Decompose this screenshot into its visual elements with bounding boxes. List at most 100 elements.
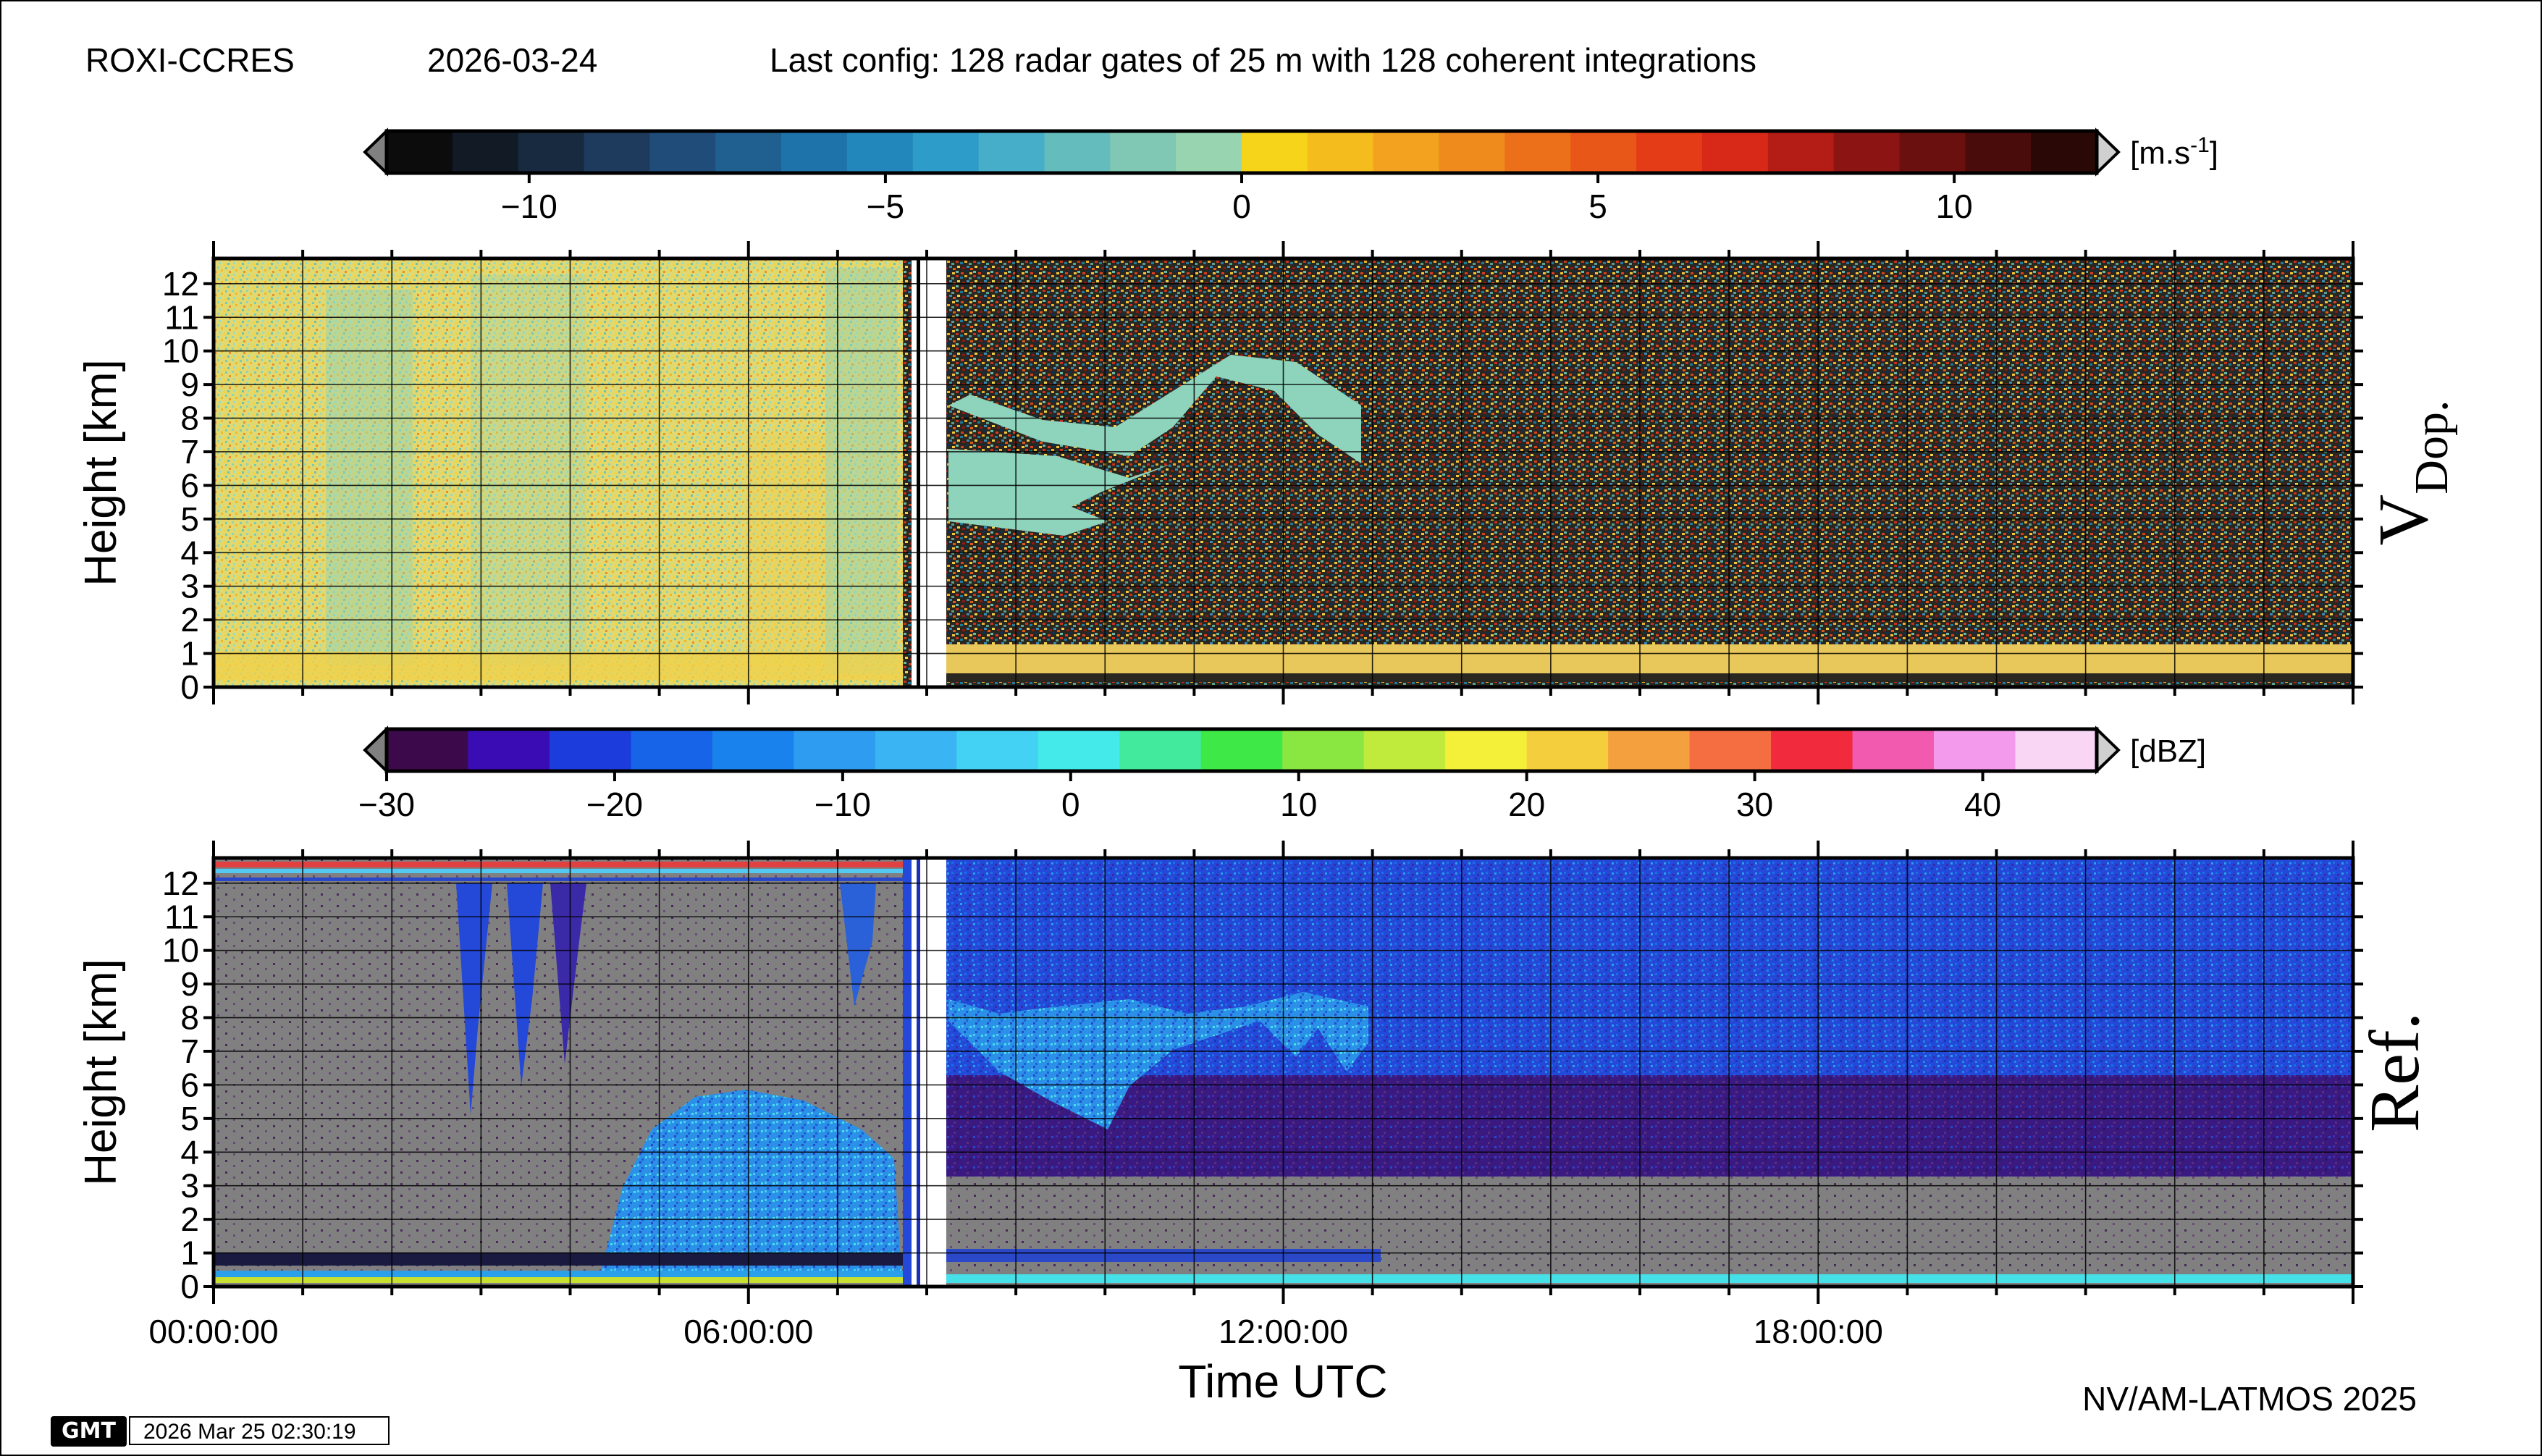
velocity-x-ticks (212, 241, 2354, 704)
reflectivity-colorbar-ticks: −30 −20 −10 0 10 20 30 40 (358, 771, 2001, 823)
colorbar-swatch (518, 131, 585, 173)
colorbar-swatch (631, 729, 713, 771)
colorbar-swatch (978, 131, 1045, 173)
reflectivity-grid (214, 858, 2353, 1287)
y-tick-label: 11 (164, 898, 199, 935)
gmt-timestamp: 2026 Mar 25 02:30:19 (129, 1416, 390, 1445)
reflectivity-ylabel: Height [km] (76, 959, 126, 1186)
colorbar-swatch (781, 131, 848, 173)
colorbar-tick-label: 0 (1061, 786, 1080, 823)
velocity-colorbar (363, 127, 2121, 177)
velocity-cloud-lower (948, 449, 1173, 536)
colorbar-swatch (1282, 729, 1365, 771)
colorbar-tick-label: 40 (1964, 786, 2001, 823)
colorbar-swatch (1934, 729, 2016, 771)
x-tick-label: 12:00:00 (1219, 1313, 1348, 1350)
colorbar-swatch (1852, 729, 1935, 771)
reflectivity-top-artifact (214, 878, 903, 881)
y-tick-label: 2 (180, 601, 199, 639)
velocity-weak-band (825, 268, 898, 673)
reflectivity-heatmap (214, 858, 2353, 1287)
velocity-surface-layer (946, 644, 2353, 673)
colorbar-swatch (794, 729, 876, 771)
colorbar-tick-label: 30 (1736, 786, 1773, 823)
colorbar-swatch (1701, 131, 1769, 173)
colorbar-swatch (846, 131, 914, 173)
colorbar-swatch (956, 729, 1039, 771)
colorbar-swatch (387, 729, 469, 771)
y-tick-label: 3 (180, 1167, 199, 1205)
velocity-noise-field (946, 258, 2353, 687)
reflectivity-unit-label: [dBZ] (2130, 733, 2206, 769)
colorbar-swatch (1445, 729, 1528, 771)
velocity-colorbar-ticks: −10 −5 0 5 10 (501, 173, 1973, 225)
colorbar-tick-label: −10 (501, 188, 557, 225)
y-tick-label: 2 (180, 1200, 199, 1238)
time-axis-label: Time UTC (1178, 1355, 1387, 1407)
reflectivity-top-artifact (214, 862, 903, 867)
reflectivity-colorbar (363, 725, 2121, 775)
velocity-downdraft-band (746, 434, 833, 666)
colorbar-tick-label: −30 (358, 786, 415, 823)
colorbar-low-arrow (363, 725, 388, 775)
reflectivity-noise-mid (946, 1075, 2353, 1177)
velocity-weak-band (471, 275, 586, 666)
reflectivity-fallstreak (840, 883, 876, 1006)
colorbar-swatch (1965, 131, 2032, 173)
y-tick-label: 11 (164, 298, 199, 336)
colorbar-tick-label: −20 (586, 786, 643, 823)
colorbar-swatch (1636, 131, 1703, 173)
colorbar-high-arrow (2095, 725, 2121, 775)
credit-label: NV/AM-LATMOS 2025 (2082, 1380, 2417, 1418)
colorbar-frame (384, 727, 2099, 773)
colorbar-swatch (2015, 729, 2097, 771)
colorbar-swatch (1570, 131, 1637, 173)
reflectivity-fallstreak (456, 883, 492, 1115)
colorbar-swatch (1363, 729, 1446, 771)
y-tick-label: 0 (180, 668, 199, 706)
colorbar-tick-label: 20 (1508, 786, 1545, 823)
y-tick-label: 8 (180, 400, 199, 437)
y-tick-label: 4 (180, 1133, 199, 1171)
velocity-unit-label: [m.s-1] (2130, 133, 2218, 171)
y-tick-label: 1 (180, 1234, 199, 1272)
colorbar-swatch (912, 131, 980, 173)
colorbar-swatch (1833, 131, 1901, 173)
velocity-early-field (214, 258, 903, 687)
colorbar-tick-label: 10 (1936, 188, 1973, 225)
y-tick-label: 7 (180, 1032, 199, 1070)
station-name: ROXI-CCRES (85, 41, 295, 79)
colorbar-swatch (1307, 131, 1374, 173)
colorbar-swatch (712, 729, 795, 771)
y-tick-label: 8 (180, 999, 199, 1037)
y-tick-label: 7 (180, 433, 199, 471)
colorbar-swatch (1608, 729, 1691, 771)
reflectivity-surface-echo (946, 1274, 2353, 1283)
colorbar-swatch (1439, 131, 1506, 173)
colorbar-tick-label: −5 (867, 188, 904, 225)
velocity-surface-edge (946, 673, 2353, 682)
velocity-boundary-layer (214, 652, 903, 681)
colorbar-swatch (715, 131, 782, 173)
y-tick-label: 4 (180, 534, 199, 571)
colorbar-swatch (1526, 729, 1609, 771)
y-tick-label: 12 (162, 265, 199, 303)
colorbar-swatch (549, 729, 632, 771)
y-tick-label: 0 (180, 1268, 199, 1305)
y-tick-label: 12 (162, 864, 199, 902)
y-tick-label: 10 (162, 332, 199, 370)
colorbar-swatch (584, 131, 651, 173)
colorbar-swatch (1242, 131, 1308, 173)
colorbar-swatch (875, 729, 958, 771)
colorbar-swatch (1044, 131, 1111, 173)
y-tick-label: 5 (180, 500, 199, 538)
config-label: Last config: 128 radar gates of 25 m wit… (770, 41, 1756, 79)
gmt-logo: GMT (51, 1416, 127, 1447)
velocity-transition (903, 258, 912, 687)
reflectivity-top-artifact (214, 869, 903, 873)
colorbar-swatch (468, 729, 550, 771)
velocity-cloud-upper (948, 355, 1361, 463)
reflectivity-low-layer (946, 1249, 1381, 1262)
